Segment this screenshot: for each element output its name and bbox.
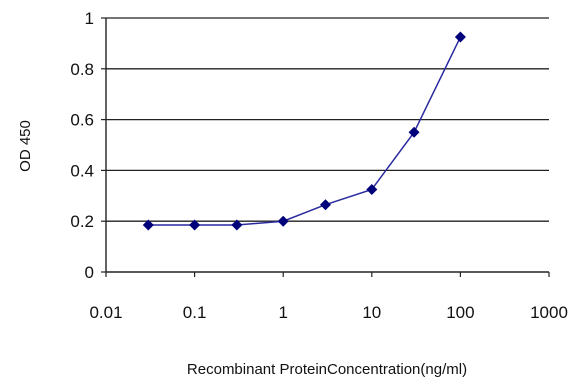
y-tick-label: 1: [85, 9, 94, 28]
data-point-5: [366, 183, 378, 195]
y-tick-label: 0.8: [70, 60, 94, 79]
y-tick-label: 0.6: [70, 111, 94, 130]
data-point-4: [319, 199, 331, 211]
data-point-3: [277, 215, 289, 227]
y-tick-label: 0.2: [70, 212, 94, 231]
y-tick-label: 0: [85, 263, 94, 282]
x-axis-title: Recombinant ProteinConcentration(ng/ml): [187, 361, 467, 378]
x-tick-label: 1: [278, 303, 287, 322]
x-tick-labels: 0.01 0.1 1 10 100 1000: [89, 303, 567, 322]
y-tick-labels: 0 0.2 0.4 0.6 0.8 1: [70, 9, 94, 282]
gridlines: [106, 17, 549, 222]
data-point-2: [231, 219, 243, 231]
x-tick-label: 1000: [530, 303, 568, 322]
y-axis-title: OD 450: [17, 120, 34, 172]
y-tick-label: 0.4: [70, 161, 94, 180]
data-point-0: [142, 219, 154, 231]
tick-marks: [101, 17, 550, 277]
x-tick-label: 0.1: [183, 303, 207, 322]
axes: [105, 18, 549, 273]
x-tick-label: 100: [446, 303, 474, 322]
data-point-7: [454, 31, 466, 43]
series-line-0: [148, 36, 462, 226]
x-tick-label: 10: [362, 303, 381, 322]
data-point-1: [189, 219, 201, 231]
data-series: [142, 31, 466, 231]
x-tick-label: 0.01: [89, 303, 122, 322]
data-point-6: [408, 126, 420, 138]
